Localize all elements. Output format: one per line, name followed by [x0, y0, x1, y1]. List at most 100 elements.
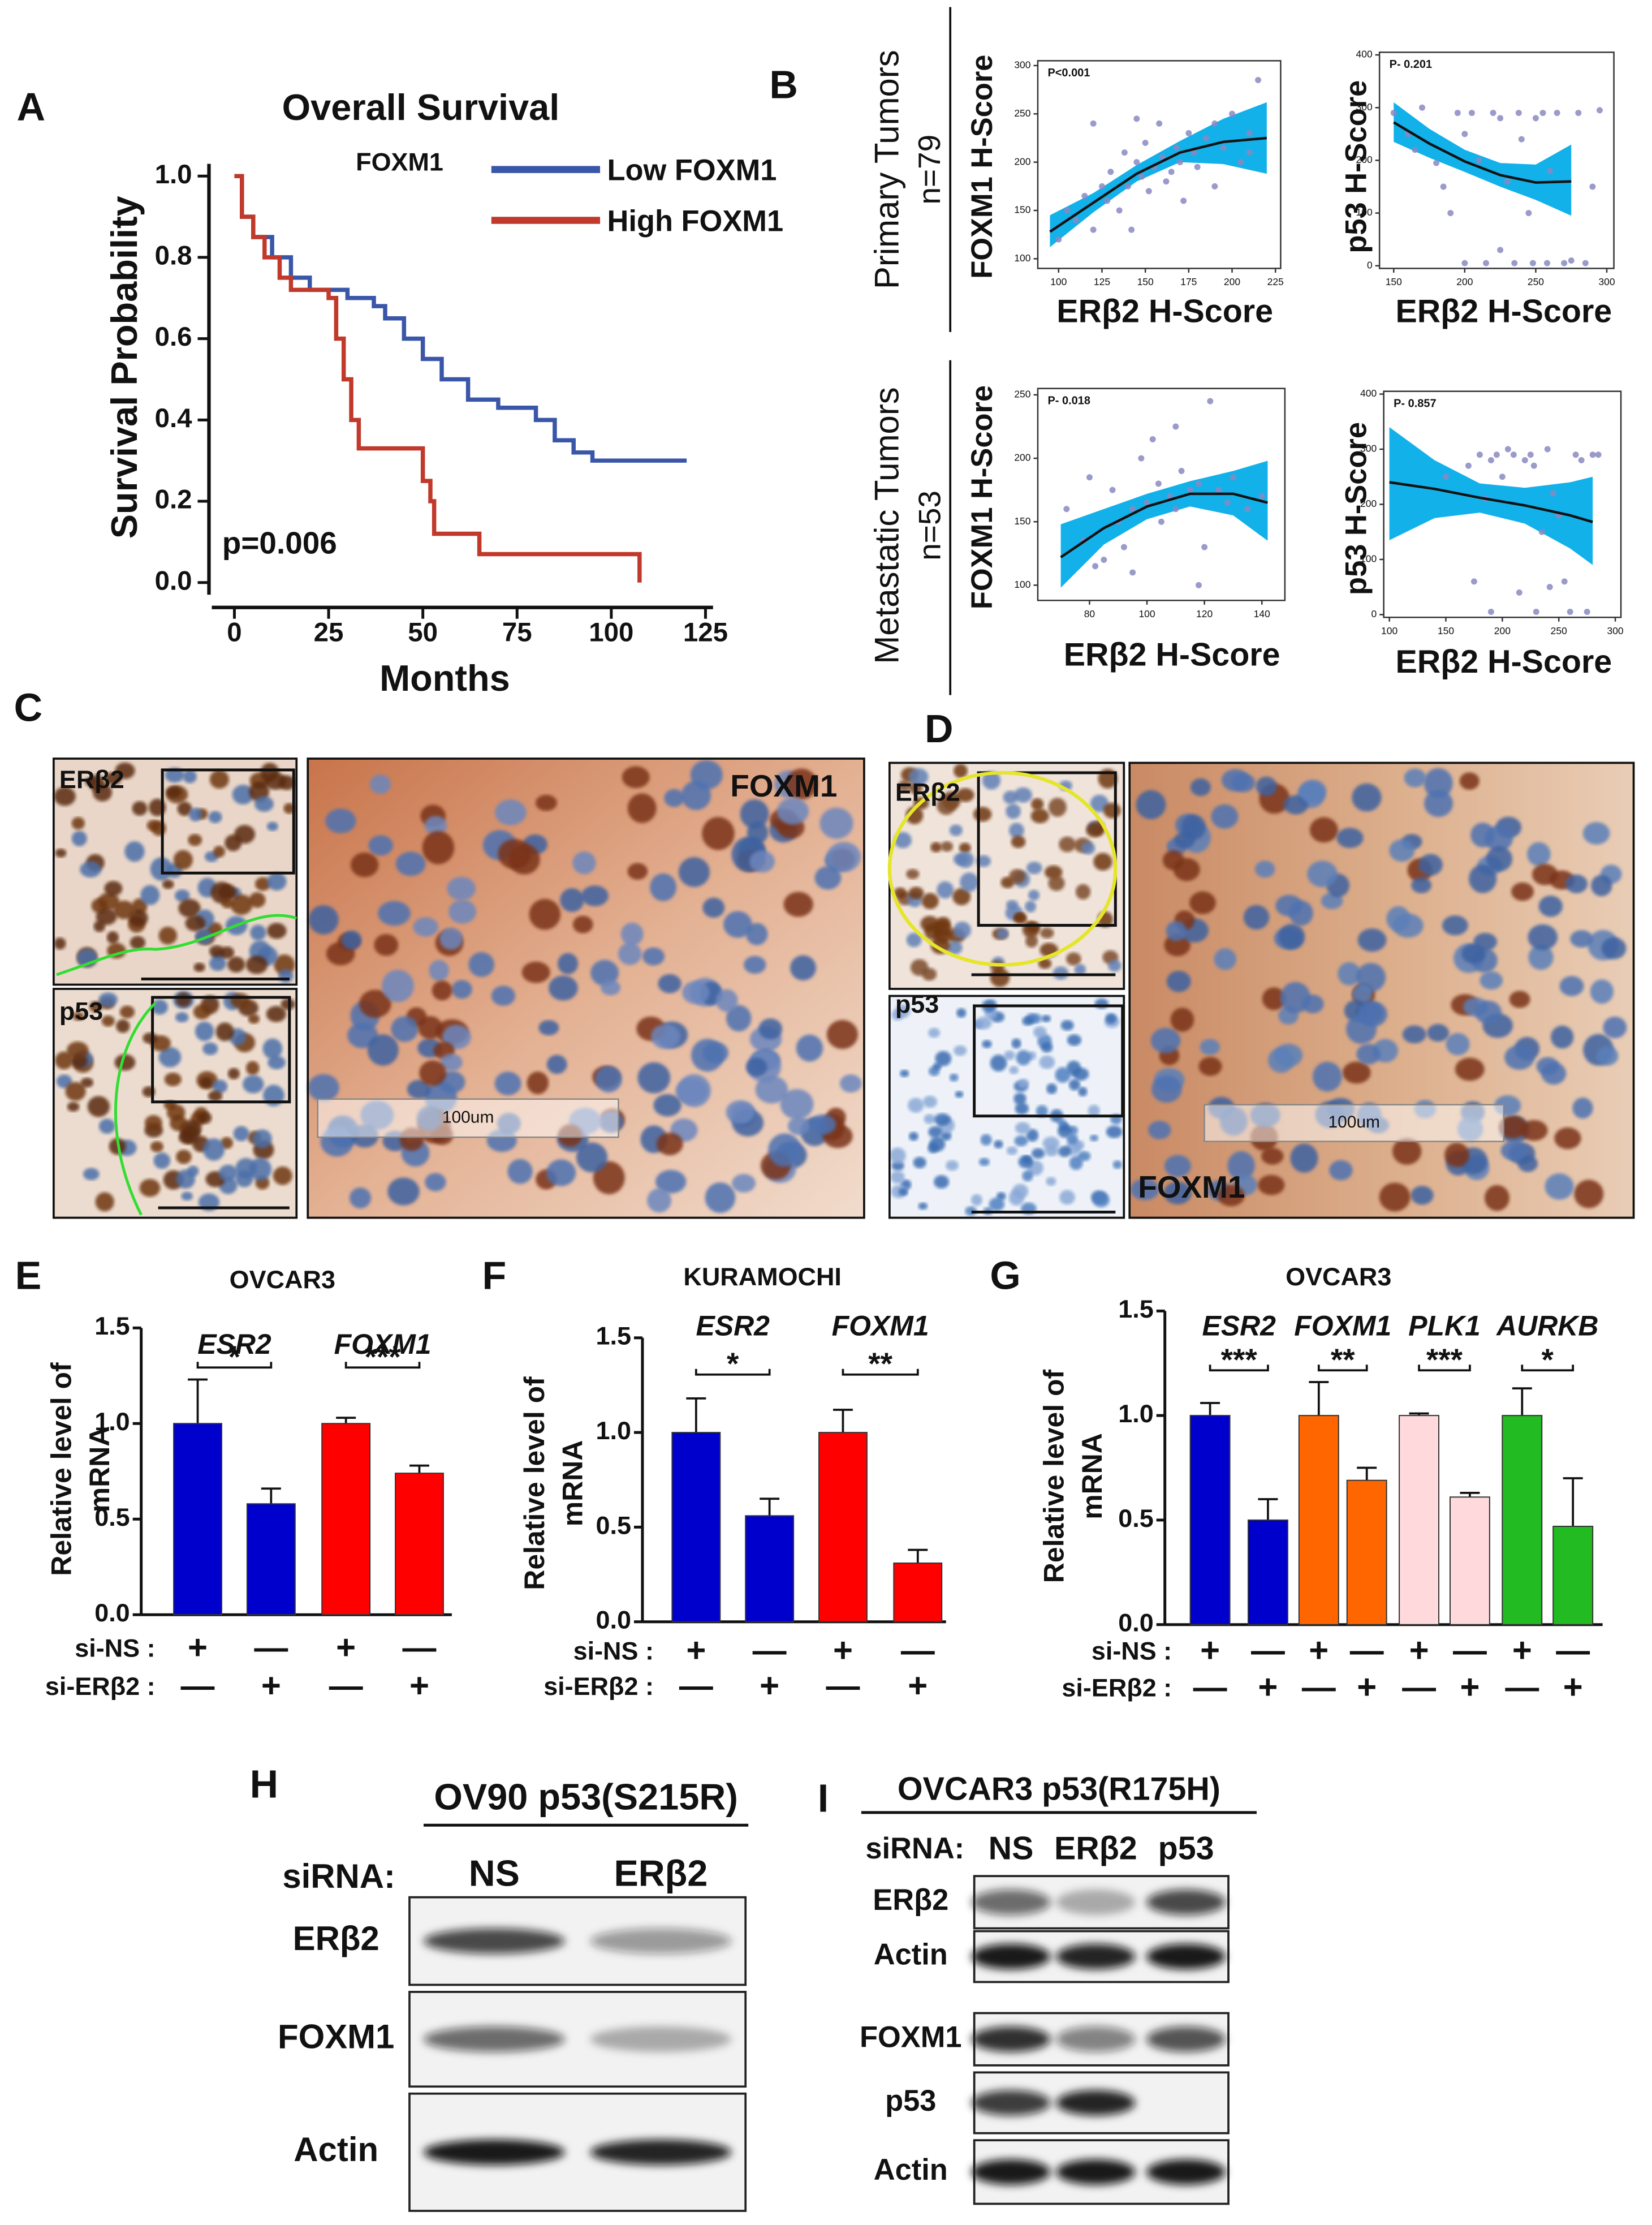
- y-tick-label: 250: [1014, 389, 1030, 400]
- nucleus: [209, 956, 227, 971]
- significance: **: [868, 1346, 892, 1381]
- nucleus: [819, 807, 853, 839]
- nucleus: [1283, 795, 1309, 815]
- inset-box: [973, 1004, 1124, 1118]
- scatter-point: [1144, 500, 1150, 506]
- nucleus: [546, 1159, 576, 1186]
- nucleus: [1060, 1020, 1074, 1031]
- y-tick-label: 1.5: [94, 1311, 130, 1340]
- nucleus: [1011, 1038, 1021, 1049]
- nucleus: [678, 1074, 711, 1107]
- nucleus: [1446, 1033, 1470, 1056]
- y-tick-label: 0: [1367, 259, 1373, 270]
- nucleus: [627, 793, 657, 823]
- nucleus: [745, 1057, 767, 1077]
- nucleus: [419, 1060, 447, 1086]
- scatter-point: [1116, 207, 1123, 214]
- nucleus: [116, 1019, 130, 1033]
- scatter-point: [1493, 451, 1500, 458]
- scatter-point: [1064, 207, 1071, 214]
- scatter-point: [1465, 462, 1472, 469]
- scatter-point: [1497, 115, 1504, 122]
- nucleus: [1603, 1016, 1627, 1039]
- nucleus: [601, 980, 621, 996]
- scatter-point: [1177, 159, 1183, 166]
- x-tick-label: 200: [1224, 276, 1240, 287]
- bar: [1346, 1479, 1387, 1625]
- scatter-point: [1246, 149, 1253, 156]
- nucleus: [906, 869, 920, 880]
- condition-mark: +: [1563, 1668, 1583, 1706]
- y-axis-label: Relative level of: [46, 1362, 77, 1576]
- nucleus: [702, 817, 735, 850]
- x-tick-label: 200: [1494, 625, 1511, 636]
- nucleus: [215, 1022, 234, 1042]
- scatter-point: [1194, 163, 1201, 170]
- scatter-point: [1515, 110, 1522, 117]
- condition-mark: —: [826, 1667, 860, 1705]
- scatter-point: [1124, 183, 1131, 190]
- scatter-point: [1109, 487, 1116, 493]
- gene-label: ESR2: [1202, 1310, 1276, 1341]
- row-label: Actin: [874, 2154, 948, 2187]
- nucleus: [106, 931, 119, 944]
- scatter-point: [1255, 77, 1262, 84]
- significance-bracket: [695, 1368, 771, 1376]
- condition-mark: —: [753, 1631, 787, 1669]
- y-tick-label: 0.6: [155, 322, 192, 352]
- nucleus: [1528, 945, 1554, 970]
- scatter-point: [1163, 178, 1170, 185]
- blot-band: [1146, 1889, 1226, 1915]
- nucleus: [175, 992, 191, 1007]
- nucleus: [678, 857, 710, 887]
- x-tick-label: 250: [1528, 276, 1544, 287]
- lane-label: p53: [1158, 1830, 1214, 1866]
- nucleus: [590, 959, 619, 986]
- nucleus: [651, 1024, 680, 1049]
- nucleus: [740, 799, 769, 829]
- nucleus: [749, 850, 775, 873]
- nucleus: [232, 785, 254, 804]
- x-tick-label: 120: [1196, 608, 1213, 619]
- scatter-point: [1173, 144, 1180, 151]
- scatter-point: [1215, 487, 1222, 493]
- nucleus: [933, 1062, 942, 1070]
- nucleus: [308, 1074, 339, 1101]
- nucleus: [1346, 1014, 1377, 1044]
- plot-frame: [1037, 388, 1286, 601]
- survival-curve: [234, 174, 687, 463]
- nucleus: [655, 1170, 687, 1194]
- nucleus: [468, 952, 495, 977]
- y-tick-label: 300: [1014, 59, 1030, 71]
- scatter-point: [1544, 260, 1551, 266]
- nucleus: [255, 877, 271, 891]
- nucleus: [85, 777, 97, 786]
- nucleus: [1300, 780, 1327, 803]
- nucleus: [906, 932, 922, 948]
- nucleus: [1022, 1170, 1033, 1182]
- nucleus: [202, 1138, 225, 1161]
- nucleus: [1015, 1102, 1029, 1115]
- x-tick-label: 100: [589, 618, 633, 648]
- nucleus: [495, 799, 527, 825]
- scatter-point: [1476, 451, 1483, 458]
- sirna-label: siRNA:: [282, 1857, 395, 1895]
- scatter-point: [1589, 183, 1596, 190]
- bar: [1298, 1415, 1339, 1625]
- blot-band: [971, 2159, 1051, 2185]
- nucleus: [1075, 884, 1091, 900]
- nucleus: [960, 872, 979, 892]
- y-tick-label: 150: [1014, 515, 1030, 527]
- condition-mark: +: [336, 1628, 356, 1666]
- nucleus: [908, 1098, 924, 1113]
- nucleus: [143, 1032, 158, 1044]
- nucleus: [447, 876, 476, 901]
- nucleus: [283, 803, 295, 814]
- nucleus: [494, 1071, 521, 1096]
- nucleus: [1046, 1177, 1056, 1186]
- scale-label: 100um: [1328, 1113, 1380, 1131]
- nucleus: [1227, 1151, 1255, 1180]
- nucleus: [1093, 853, 1112, 871]
- scatter-point: [1561, 260, 1568, 266]
- bar: [395, 1473, 444, 1616]
